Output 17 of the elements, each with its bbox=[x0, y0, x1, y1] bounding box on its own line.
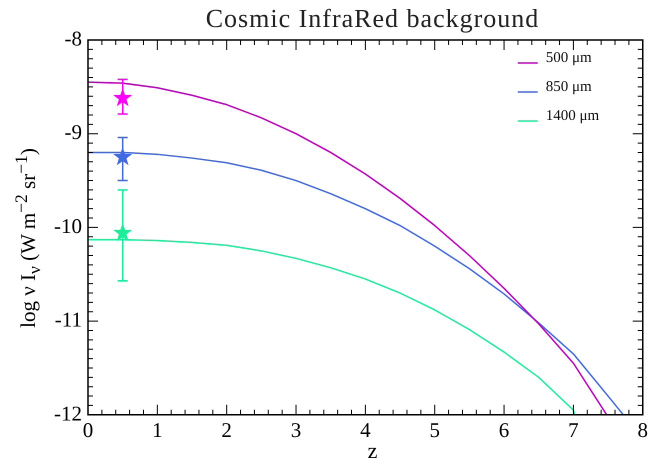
legend-label: 500 μm bbox=[546, 50, 592, 66]
y-tick-label: -9 bbox=[64, 120, 82, 144]
x-tick-label: 2 bbox=[221, 418, 232, 442]
y-tick-label: -8 bbox=[64, 26, 82, 51]
legend-label: 1400 μm bbox=[546, 108, 600, 124]
x-tick-label: 5 bbox=[429, 418, 440, 442]
x-tick-label: 1 bbox=[152, 418, 163, 442]
legend-label: 850 μm bbox=[546, 78, 592, 95]
y-tick-label: -12 bbox=[54, 401, 82, 426]
x-tick-label: 3 bbox=[290, 418, 302, 442]
y-tick-label: -10 bbox=[54, 214, 82, 238]
x-tick-label: 0 bbox=[82, 418, 94, 442]
y-tick-label: -11 bbox=[54, 308, 82, 332]
x-tick-label: 7 bbox=[568, 418, 579, 442]
x-tick-label: 8 bbox=[638, 418, 648, 442]
chart-title: Cosmic InfraRed background bbox=[204, 4, 540, 34]
x-tick-label: 6 bbox=[498, 418, 510, 442]
